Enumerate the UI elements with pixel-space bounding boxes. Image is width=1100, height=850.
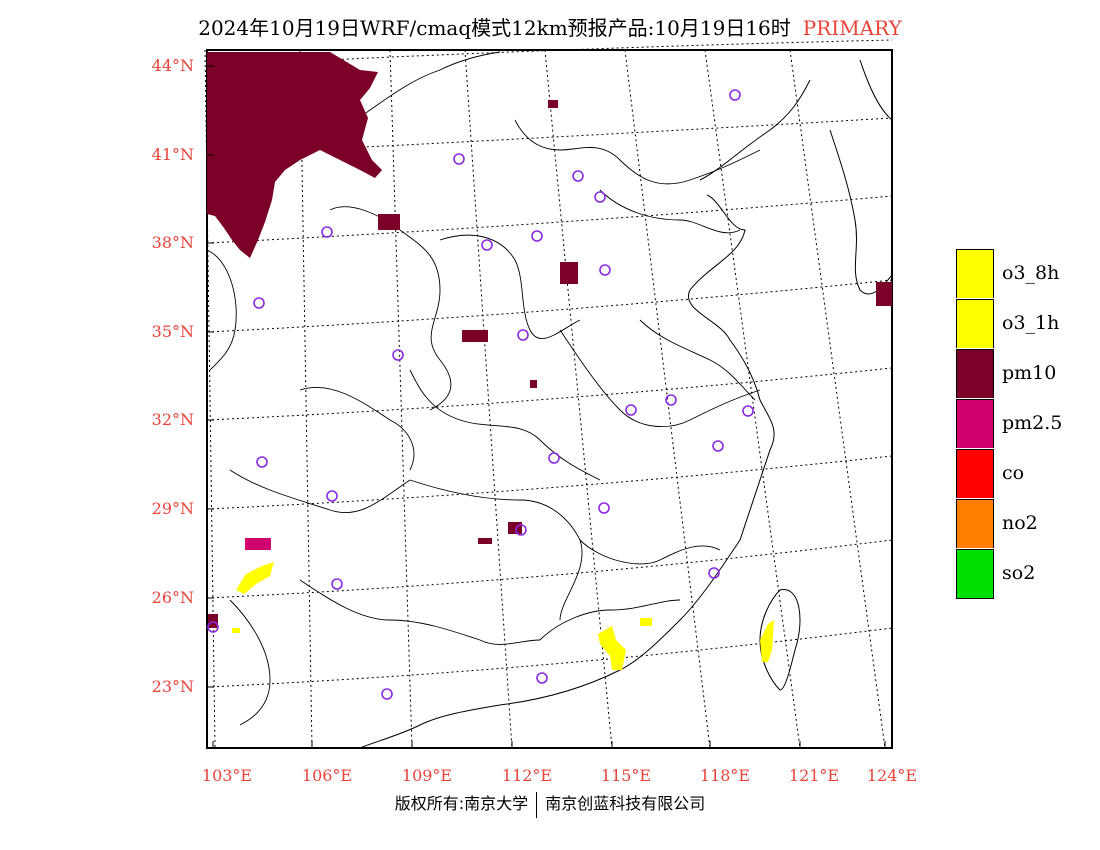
legend-swatch [956,549,994,599]
graticule [204,39,893,749]
lon-label-103: 103°E [201,766,253,785]
legend-item: so2 [956,549,1096,599]
legend-label: pm10 [1002,362,1057,384]
province-boundaries [206,51,761,726]
legend-swatch [956,349,994,398]
lat-label-38: 38°N [151,233,194,252]
lon-label-109: 109°E [401,766,453,785]
o3-regions [232,562,774,670]
lon-label-115: 115°E [600,766,652,785]
lat-label-41: 41°N [151,145,194,164]
legend-label: o3_1h [1002,312,1060,334]
legend-label: so2 [1002,562,1036,584]
title-tag: PRIMARY [802,16,902,40]
footer: 版权所有:南京大学 南京创蓝科技有限公司 [0,790,1100,818]
legend-swatch [956,499,994,548]
legend-swatch [956,399,994,448]
pm10-regions [207,52,892,628]
legend-item: pm10 [956,349,1096,399]
lat-label-23: 23°N [151,677,194,696]
lat-label-44: 44°N [151,56,194,75]
footer-separator [536,791,538,818]
lon-label-112: 112°E [501,766,553,785]
copyright-text: 版权所有:南京大学 [394,794,529,813]
legend-swatch [956,299,994,348]
legend-swatch [956,449,994,498]
legend-label: pm2.5 [1002,412,1063,434]
coastline [359,59,893,749]
lat-label-32: 32°N [151,410,194,429]
legend-item: o3_8h [956,249,1096,299]
title-text: 2024年10月19日WRF/cmaq模式12km预报产品:10月19日16时 [198,16,791,40]
legend-label: co [1002,462,1025,484]
pollutant-legend: o3_8h o3_1h pm10 pm2.5 co no2 so2 [956,249,1096,599]
lon-label-124: 124°E [866,766,918,785]
legend-label: o3_8h [1002,262,1060,284]
legend-item: pm2.5 [956,399,1096,449]
legend-label: no2 [1002,512,1038,534]
lon-label-106: 106°E [301,766,353,785]
lat-label-35: 35°N [151,322,194,341]
legend-item: co [956,449,1096,499]
map-ticks [207,65,886,748]
map-title: 2024年10月19日WRF/cmaq模式12km预报产品:10月19日16时 P… [0,12,1100,41]
legend-item: no2 [956,499,1096,549]
legend-item: o3_1h [956,299,1096,349]
pm2_5-regions [245,538,271,550]
legend-swatch [956,249,994,298]
lon-label-118: 118°E [699,766,751,785]
company-text: 南京创蓝科技有限公司 [545,794,706,813]
monitoring-stations [207,89,754,700]
lat-label-29: 29°N [151,499,194,518]
lon-label-121: 121°E [788,766,840,785]
lat-label-26: 26°N [151,588,194,607]
